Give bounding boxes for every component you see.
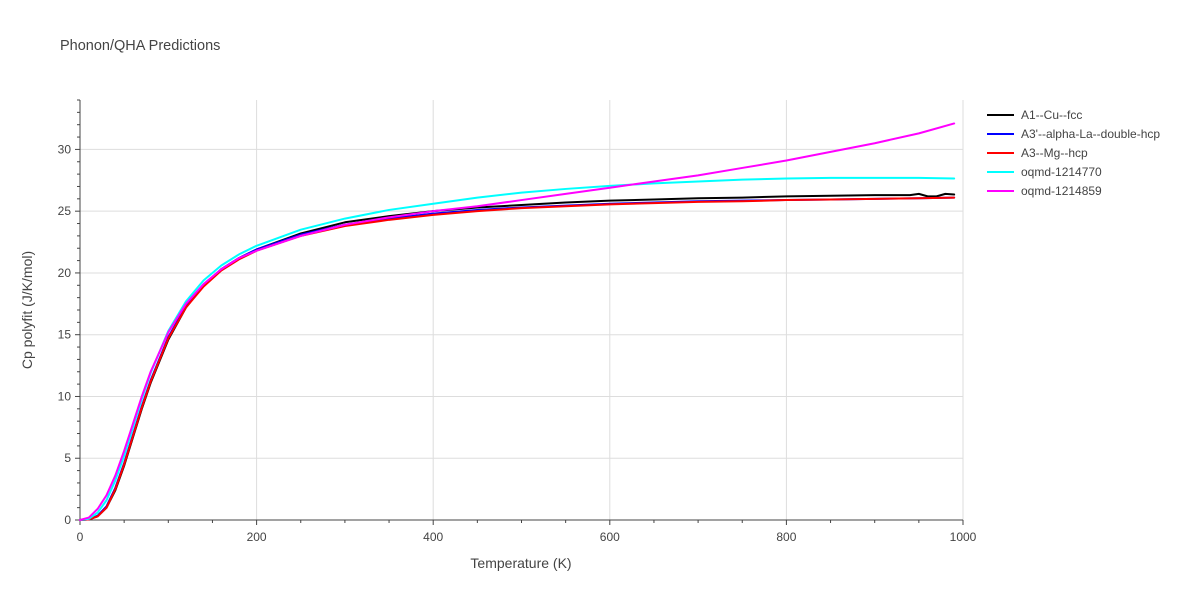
x-tick-label: 600 [600, 530, 620, 544]
x-tick-label: 0 [77, 530, 84, 544]
grid [80, 100, 964, 520]
y-tick-label: 25 [58, 204, 72, 218]
legend-item[interactable]: oqmd-1214770 [987, 165, 1102, 179]
legend-label: A3--Mg--hcp [1021, 146, 1088, 160]
legend-item[interactable]: A3'--alpha-La--double-hcp [987, 127, 1160, 141]
legend-item[interactable]: A3--Mg--hcp [987, 146, 1088, 160]
legend-label: oqmd-1214770 [1021, 165, 1102, 179]
x-tick-labels: 0 200 400 600 800 1000 [77, 530, 977, 544]
x-tick-label: 400 [423, 530, 443, 544]
y-tick-label: 5 [64, 451, 71, 465]
legend-label: oqmd-1214859 [1021, 184, 1102, 198]
chart-title: Phonon/QHA Predictions [60, 38, 220, 54]
x-tick-label: 1000 [950, 530, 977, 544]
x-tick-label: 800 [776, 530, 796, 544]
y-tick-label: 0 [64, 513, 71, 527]
legend[interactable]: A1--Cu--fcc A3'--alpha-La--double-hcp A3--… [987, 108, 1160, 198]
series-line-5 [79, 122, 956, 521]
legend-label: A3'--alpha-La--double-hcp [1021, 127, 1160, 141]
series-line-4 [79, 176, 956, 521]
y-axis-title: Cp polyfit (J/K/mol) [19, 251, 35, 369]
y-tick-labels: 0 5 10 15 20 25 30 [58, 142, 72, 527]
axes [75, 99, 964, 525]
x-axis-title: Temperature (K) [470, 555, 571, 571]
legend-item[interactable]: oqmd-1214859 [987, 184, 1102, 198]
y-tick-label: 30 [58, 142, 72, 156]
series-lines [79, 122, 956, 521]
legend-label: A1--Cu--fcc [1021, 108, 1082, 122]
x-tick-label: 200 [247, 530, 267, 544]
legend-item[interactable]: A1--Cu--fcc [987, 108, 1082, 122]
y-tick-label: 20 [58, 266, 72, 280]
y-tick-label: 10 [58, 389, 72, 403]
y-tick-label: 15 [58, 328, 72, 342]
